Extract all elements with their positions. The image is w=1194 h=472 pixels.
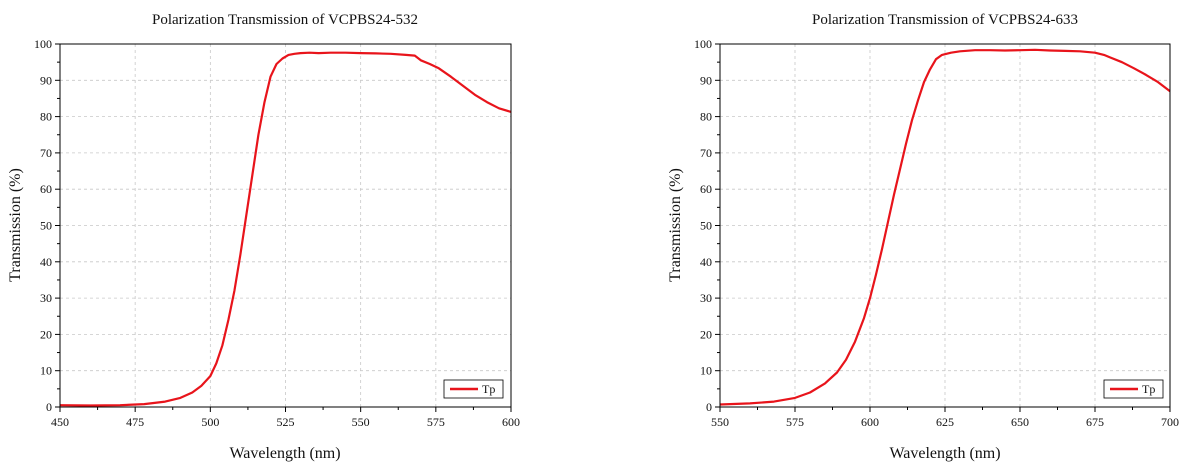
y-tick-labels: 0 10 20 30 40 50 60 70 80 90 100 [694,37,712,414]
legend: Tp [1103,379,1164,399]
chart-title: Polarization Transmission of VCPBS24-532 [152,12,418,28]
axis-ticks [55,43,512,412]
y-axis-label: Transmission (%) [7,168,24,282]
chart-vcpbs24-633: Polarization Transmission of VCPBS24-633… [667,12,1179,462]
x-tick-labels: 450 475 500 525 550 575 600 [51,415,520,429]
gridlines [60,44,511,407]
x-axis-label: Wavelength (nm) [889,445,1000,462]
y-tick-label-50: 50 [40,219,52,233]
y-tick-label-0: 0 [46,400,52,414]
y-axis-label: Transmission (%) [667,168,684,282]
y-tick-label-40: 40 [40,255,52,269]
x-tick-label-600: 600 [861,415,879,429]
y-tick-labels: 0 10 20 30 40 50 60 70 80 90 100 [34,37,52,414]
y-tick-label-20: 20 [700,327,712,341]
plot-frame [59,43,512,408]
x-tick-label-550: 550 [352,415,370,429]
y-tick-label-100: 100 [34,37,52,51]
x-tick-label-600: 600 [502,415,520,429]
series-line-tp [59,51,512,407]
y-tick-label-40: 40 [700,255,712,269]
gridlines [720,44,1170,407]
y-tick-label-70: 70 [700,146,712,160]
x-tick-label-650: 650 [1011,415,1029,429]
x-tick-label-500: 500 [201,415,219,429]
y-tick-label-30: 30 [700,291,712,305]
legend-label-tp: Tp [1142,382,1155,396]
y-tick-label-50: 50 [700,219,712,233]
y-tick-label-70: 70 [40,146,52,160]
x-tick-label-575: 575 [786,415,804,429]
x-tick-label-700: 700 [1161,415,1179,429]
y-tick-label-90: 90 [700,73,712,87]
y-tick-label-30: 30 [40,291,52,305]
y-tick-label-60: 60 [40,182,52,196]
y-tick-label-90: 90 [40,73,52,87]
plot-frame [719,43,1171,408]
axis-ticks [715,43,1171,412]
x-tick-label-625: 625 [936,415,954,429]
y-tick-label-100: 100 [694,37,712,51]
y-tick-label-10: 10 [700,364,712,378]
x-tick-label-550: 550 [711,415,729,429]
y-tick-label-10: 10 [40,364,52,378]
y-tick-label-20: 20 [40,327,52,341]
x-tick-labels: 550 575 600 625 650 675 700 [711,415,1179,429]
chart-vcpbs24-532: Polarization Transmission of VCPBS24-532… [7,12,520,462]
chart-title: Polarization Transmission of VCPBS24-633 [812,12,1078,28]
x-tick-label-475: 475 [126,415,144,429]
y-tick-label-80: 80 [40,110,52,124]
x-tick-label-450: 450 [51,415,69,429]
series-line-tp [719,48,1171,406]
x-axis-label: Wavelength (nm) [229,445,340,462]
x-tick-label-575: 575 [427,415,445,429]
y-tick-label-0: 0 [706,400,712,414]
x-tick-label-525: 525 [277,415,295,429]
legend: Tp [443,379,504,399]
y-tick-label-80: 80 [700,110,712,124]
y-tick-label-60: 60 [700,182,712,196]
legend-label-tp: Tp [482,382,495,396]
x-tick-label-675: 675 [1086,415,1104,429]
